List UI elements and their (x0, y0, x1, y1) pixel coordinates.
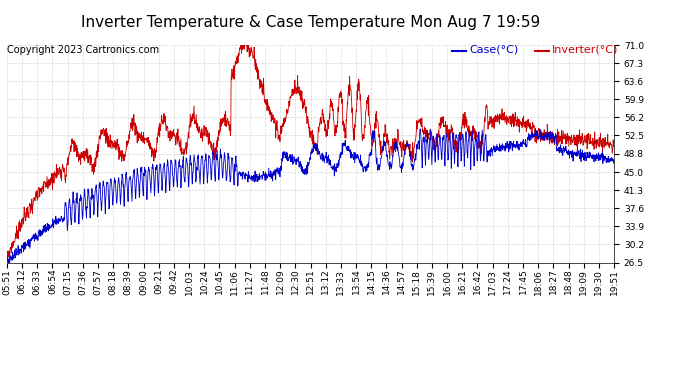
Text: Inverter Temperature & Case Temperature Mon Aug 7 19:59: Inverter Temperature & Case Temperature … (81, 15, 540, 30)
Text: Copyright 2023 Cartronics.com: Copyright 2023 Cartronics.com (7, 45, 159, 55)
Text: Inverter(°C): Inverter(°C) (552, 45, 618, 55)
Text: Case(°C): Case(°C) (469, 45, 518, 55)
